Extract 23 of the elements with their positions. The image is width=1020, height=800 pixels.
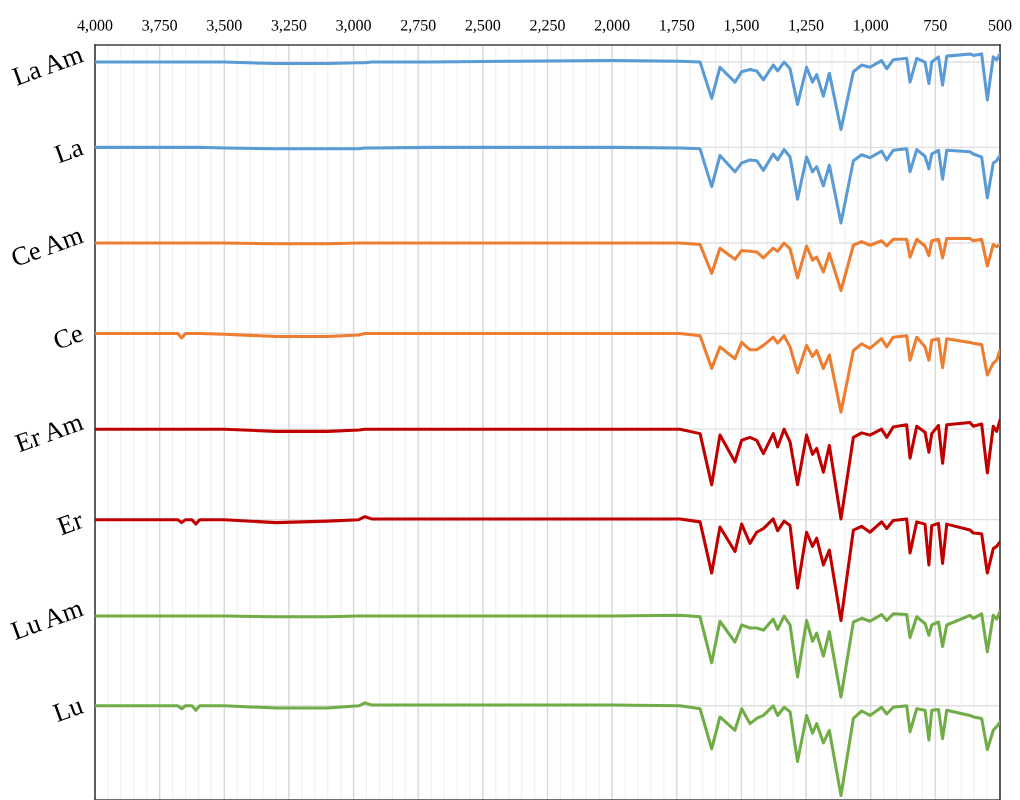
x-tick-label: 500 (988, 19, 1012, 31)
x-tick-label: 3,250 (271, 19, 307, 33)
text: La Am (11, 44, 85, 86)
x-tick-label: 1,500 (724, 19, 759, 33)
text: La (53, 137, 85, 164)
text: Ce Am (10, 225, 85, 268)
text: Ce (52, 323, 84, 350)
x-tick-label: 2,500 (465, 19, 501, 33)
x-tick-label: 1,250 (789, 19, 824, 33)
x-tick-label: 3,500 (207, 19, 242, 33)
x-tick-label: 2,000 (594, 19, 630, 33)
x-tick-label: 1,000 (854, 19, 889, 33)
text: Lu (52, 696, 85, 723)
x-tick-label: 750 (924, 19, 947, 31)
x-tick-label: 4,000 (77, 19, 113, 33)
x-tick-label: 2,750 (400, 19, 436, 33)
x-tick-label: 3,000 (336, 19, 371, 33)
x-tick-label: 3,750 (142, 19, 177, 33)
text: Lu Am (9, 598, 85, 641)
text: Er Am (14, 412, 85, 453)
x-tick-label: 2,250 (530, 19, 565, 33)
x-tick-label: 1,750 (660, 19, 695, 33)
text: Er (56, 510, 85, 536)
